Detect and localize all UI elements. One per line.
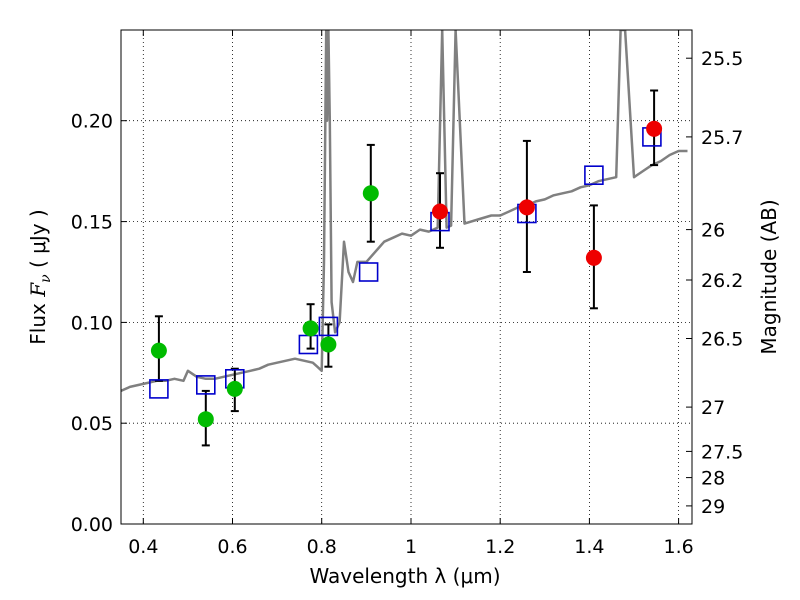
y-tick-label: 0.20 [71, 111, 113, 133]
x-tick-label: 1.4 [574, 536, 604, 558]
observed-point [585, 249, 602, 266]
model-point [298, 334, 319, 355]
x-tick-label: 0.4 [128, 536, 158, 558]
observed-point [646, 120, 663, 137]
y2-tick-label: 28 [701, 468, 725, 490]
y2-tick-label: 27.5 [701, 441, 743, 463]
observed-points-layer [150, 120, 663, 428]
x-tick-label: 1 [405, 536, 417, 558]
y2-tick-label: 26 [701, 220, 725, 242]
y-axis-label-symbol: F [26, 282, 50, 298]
y-axis-label-suffix: ( μJy ) [26, 209, 50, 274]
y-tick-label: 0.10 [71, 312, 113, 334]
observed-point [302, 320, 319, 337]
observed-point [432, 203, 448, 220]
observed-point [197, 411, 214, 428]
x-axis-label: Wavelength λ (μm) [309, 564, 500, 588]
y2-tick-label: 26.5 [701, 329, 743, 351]
observed-point [150, 342, 167, 359]
model-point [196, 375, 216, 395]
y2-tick-label: 27 [701, 397, 725, 419]
grid-lines [121, 30, 692, 525]
spectrum-layer [121, 30, 688, 393]
y-axis-label: Flux Fν ( μJy ) [26, 209, 54, 344]
observed-point [518, 199, 535, 216]
y2-tick-label: 26.2 [701, 270, 743, 292]
observed-point [320, 336, 337, 353]
plot-area [121, 30, 688, 447]
plot-frame [120, 29, 693, 525]
y2-axis-ticks: 25.5 25.7 26 26.2 26.5 27 27.5 28 29 [686, 48, 743, 518]
y-tick-label: 0.15 [71, 212, 113, 234]
y2-tick-label: 25.5 [701, 48, 743, 70]
x-tick-label: 0.8 [307, 536, 337, 558]
model-point [318, 316, 339, 337]
spectrum-line [121, 30, 688, 393]
y-tick-label: 0.05 [71, 413, 113, 435]
model-point [358, 262, 379, 282]
observed-point [226, 380, 243, 397]
y2-axis-label: Magnitude (AB) [757, 199, 781, 354]
x-axis-ticks: 0.4 0.6 0.8 1 1.2 1.4 1.6 [128, 30, 694, 558]
y2-tick-label: 25.7 [701, 127, 743, 149]
observed-point [362, 185, 379, 202]
y2-tick-label: 29 [701, 496, 725, 518]
y-axis-label-subscript: ν [38, 274, 54, 283]
y-axis-ticks: 0.00 0.05 0.10 0.15 0.20 [71, 111, 127, 536]
x-tick-label: 1.6 [663, 536, 693, 558]
x-tick-label: 0.6 [217, 536, 247, 558]
model-points-layer [149, 127, 662, 399]
y-axis-label-prefix: Flux [26, 297, 50, 345]
model-point [149, 379, 169, 399]
x-tick-label: 1.2 [485, 536, 515, 558]
model-point [584, 165, 604, 185]
y-tick-label: 0.00 [71, 514, 113, 536]
